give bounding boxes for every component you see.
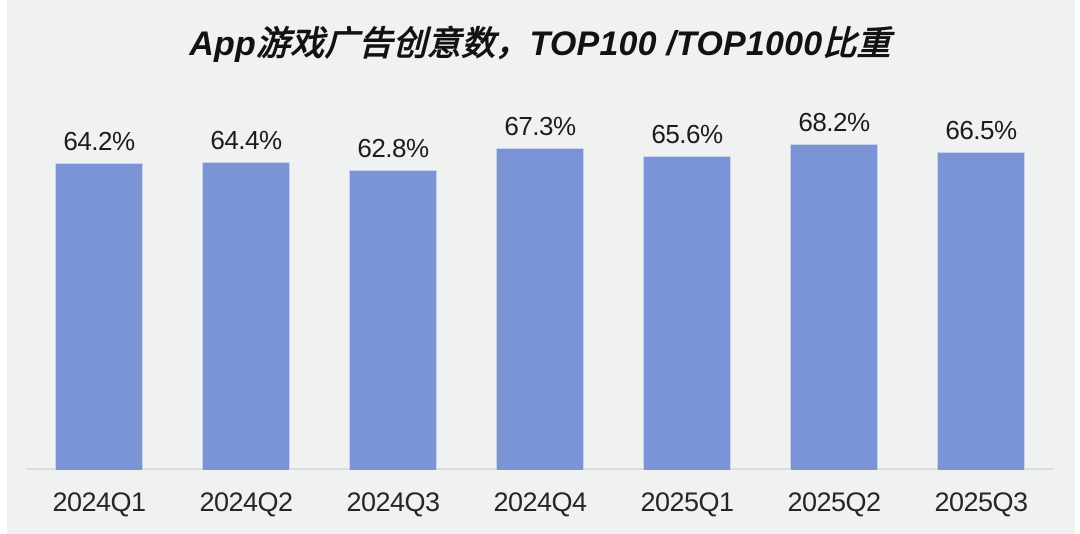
x-axis-label: 2024Q1 <box>52 487 146 517</box>
x-axis-label: 2025Q1 <box>640 487 734 517</box>
bar-value-label: 67.3% <box>504 111 576 141</box>
x-axis-label: 2024Q3 <box>346 487 440 517</box>
bar-series: 64.2% 2024Q1 64.4% 2024Q2 62.8% 2024Q3 67.3% 20… <box>0 107 1080 517</box>
bar-group-2025Q2: 68.2% 2025Q2 <box>787 107 881 517</box>
x-axis-label: 2024Q4 <box>493 487 587 517</box>
bar <box>496 148 584 470</box>
bar-value-label: 62.8% <box>357 133 429 163</box>
x-axis-label: 2025Q2 <box>787 487 881 517</box>
bar <box>202 162 290 470</box>
bar-value-label: 66.5% <box>945 115 1017 145</box>
bar-value-label: 68.2% <box>798 107 870 137</box>
bar <box>349 170 437 470</box>
bar-group-2025Q1: 65.6% 2025Q1 <box>640 119 734 517</box>
bar <box>643 156 731 470</box>
bar <box>937 152 1025 470</box>
chart-title: App游戏广告创意数，TOP100 /TOP1000比重 <box>189 25 891 63</box>
bar-value-label: 64.2% <box>63 126 135 156</box>
bar <box>55 163 143 470</box>
x-axis-label: 2025Q3 <box>934 487 1028 517</box>
bar <box>790 144 878 470</box>
bar-value-label: 64.4% <box>210 125 282 155</box>
x-axis-label: 2024Q2 <box>199 487 293 517</box>
bar-group-2024Q1: 64.2% 2024Q1 <box>52 126 146 517</box>
bar-group-2025Q3: 66.5% 2025Q3 <box>934 115 1028 517</box>
bar-group-2024Q2: 64.4% 2024Q2 <box>199 125 293 517</box>
bar-group-2024Q4: 67.3% 2024Q4 <box>493 111 587 517</box>
bar-group-2024Q3: 62.8% 2024Q3 <box>346 133 440 517</box>
bar-value-label: 65.6% <box>651 119 723 149</box>
